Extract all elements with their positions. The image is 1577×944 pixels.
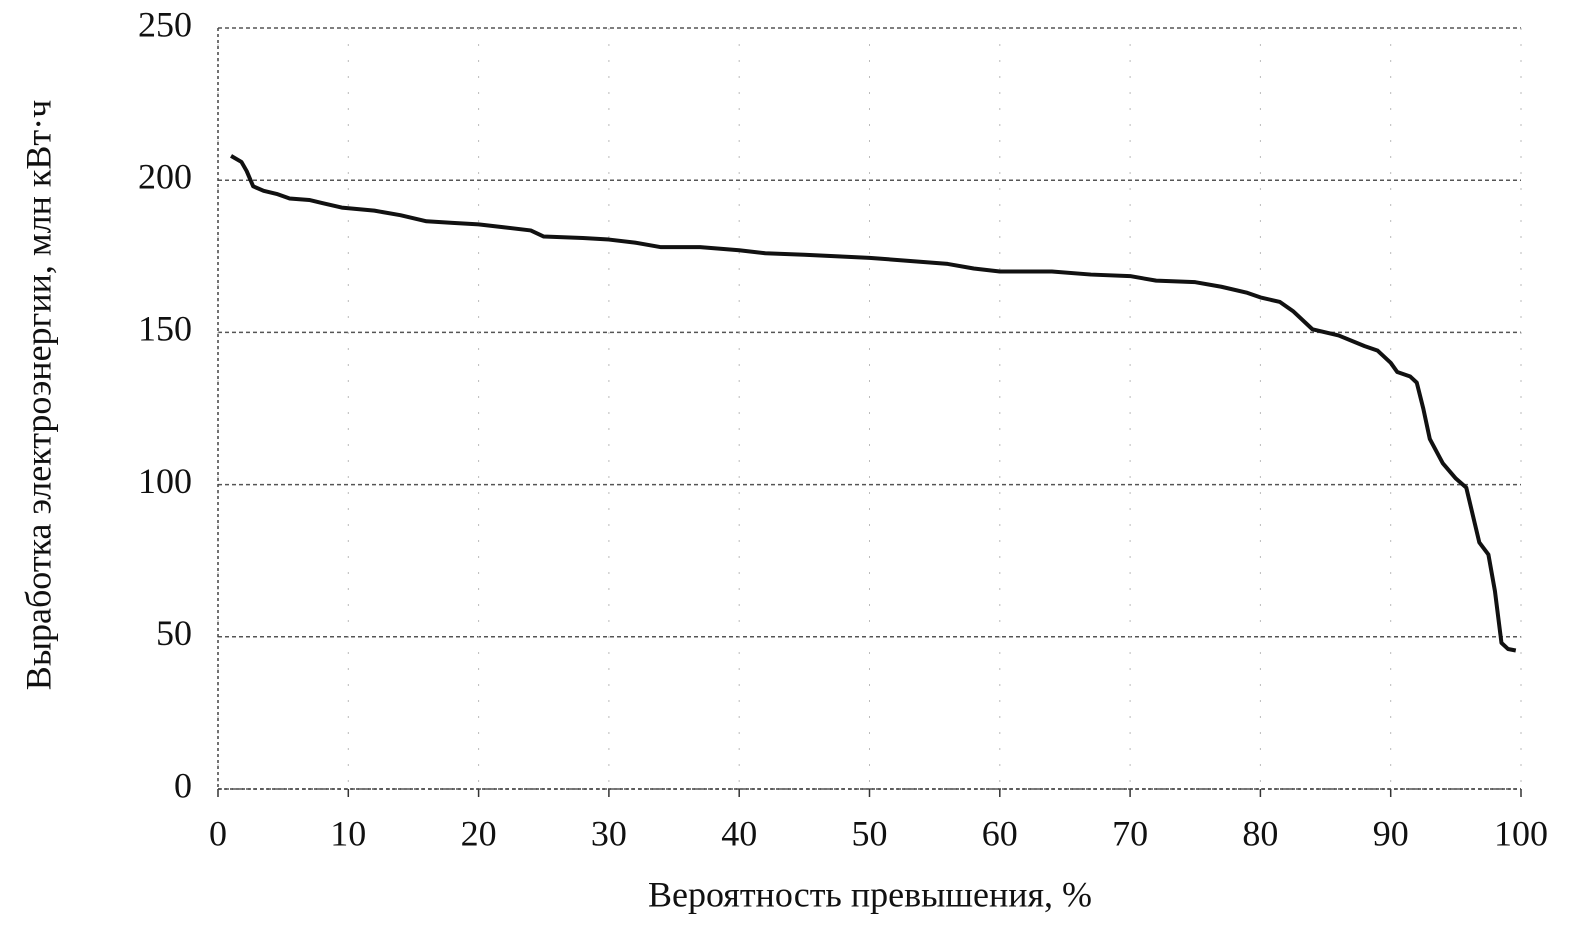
y-tick-label: 200 — [138, 156, 192, 196]
x-tick-label: 90 — [1373, 813, 1409, 853]
x-tick-label: 100 — [1494, 813, 1548, 853]
x-tick-label: 30 — [591, 813, 627, 853]
x-tick-label: 10 — [330, 813, 366, 853]
x-tick-label: 80 — [1242, 813, 1278, 853]
x-tick-label: 70 — [1112, 813, 1148, 853]
x-tick-label: 60 — [982, 813, 1018, 853]
y-tick-label: 150 — [138, 309, 192, 349]
x-tick-label: 20 — [461, 813, 497, 853]
line — [230, 154, 1517, 653]
y-axis-label: Выработка электроэнергии, млн кВт·ч — [18, 100, 58, 690]
x-axis-label: Вероятность превышения, % — [648, 874, 1092, 914]
x-tick-label: 50 — [852, 813, 888, 853]
x-tick-label: 40 — [721, 813, 757, 853]
x-tick-label: 0 — [209, 813, 227, 853]
y-tick-label: 100 — [138, 461, 192, 501]
y-tick-label: 50 — [156, 613, 192, 653]
y-tick-label: 0 — [174, 765, 192, 805]
y-tick-label: 250 — [138, 4, 192, 44]
